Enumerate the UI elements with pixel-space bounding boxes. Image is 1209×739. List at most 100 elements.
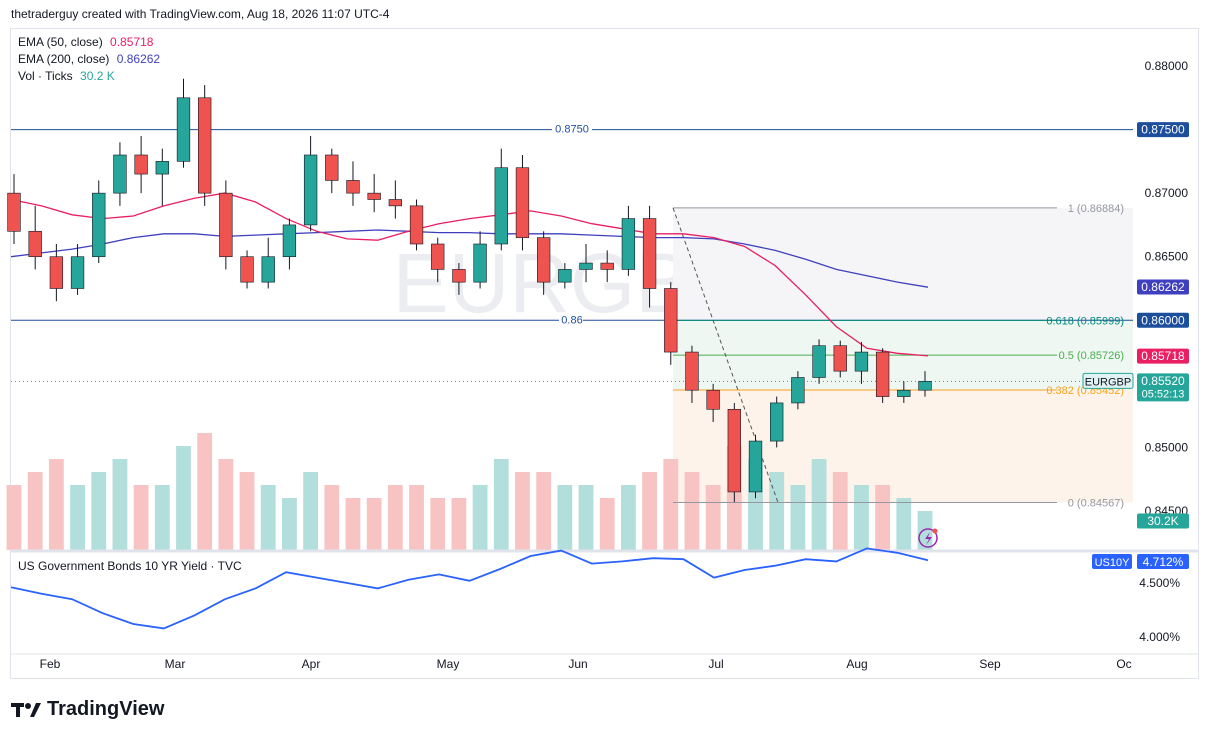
candle-body: [452, 269, 466, 283]
candle-body: [791, 377, 805, 404]
price-tag-countdown: 05:52:13: [1142, 388, 1185, 400]
price-axis-tick: 0.85000: [1145, 440, 1189, 454]
time-axis-tick: May: [437, 657, 460, 671]
candle-body: [219, 192, 233, 258]
volume-bar: [176, 446, 191, 550]
volume-bar: [324, 485, 340, 550]
price-axis-tick: 0.87000: [1145, 186, 1189, 200]
time-axis-tick: Aug: [846, 657, 867, 671]
time-axis-tick: Mar: [165, 657, 186, 671]
candle-body: [176, 97, 191, 162]
volume-bar: [260, 485, 276, 550]
sub-symbol-label: US10Y: [1095, 557, 1131, 569]
tradingview-wordmark: TradingView: [47, 698, 165, 720]
time-axis-tick: Sep: [979, 657, 1001, 671]
price-tag-label: 0.86262: [1141, 280, 1185, 294]
volume-bar: [917, 511, 933, 550]
price-tag-label: 0.85520: [1141, 374, 1185, 388]
lightning-bolt-icon: [925, 532, 932, 545]
fib-level-label: 0.5 (0.85726): [1059, 350, 1124, 362]
price-tag-last: [1137, 373, 1189, 402]
volume-bar: [48, 459, 64, 550]
candle-body: [388, 199, 403, 207]
hline-label: 0.86: [561, 314, 582, 326]
candle-body: [198, 97, 212, 194]
candle-body: [833, 345, 847, 372]
chart-frame: [10, 28, 1199, 679]
sub-value-tag: [1137, 554, 1189, 569]
us10y-line: [10, 547, 929, 630]
price-tag-label: 30.2K: [1147, 514, 1178, 528]
volume-bar: [366, 498, 382, 550]
legend-ema50[interactable]: EMA (50, close) 0.85718: [18, 35, 153, 49]
candle-body: [240, 256, 254, 283]
candle-body: [706, 389, 720, 410]
volume-bar: [282, 498, 297, 550]
candle-body: [409, 205, 424, 245]
fib-zone-3: [673, 389, 1133, 503]
volume-bar: [430, 498, 446, 550]
volume-bar: [387, 485, 403, 550]
price-axis-tick: 0.86500: [1145, 250, 1189, 264]
legend-volume[interactable]: Vol · Ticks 30.2 K: [18, 69, 115, 83]
time-axis-tick: Apr: [302, 657, 321, 671]
volume-bar: [705, 485, 721, 550]
volume-bar: [642, 472, 657, 550]
candle-body: [494, 167, 508, 245]
price-tag-ema200: [1137, 279, 1189, 295]
volume-bar: [663, 459, 679, 550]
symbol-tag: [1082, 372, 1134, 389]
time-axis-tick: Feb: [40, 657, 61, 671]
candle-body: [303, 154, 318, 226]
candle-body: [770, 402, 784, 442]
volume-bar: [536, 472, 552, 550]
candle-body: [812, 345, 826, 378]
price-tag-hline: [1137, 312, 1189, 328]
volume-bar: [811, 459, 827, 550]
candle-body: [727, 408, 741, 493]
fib-level-label: 1 (0.86884): [1068, 203, 1124, 215]
hline-label-bg: [559, 312, 583, 325]
fib-level-label: 0 (0.84567): [1068, 497, 1124, 509]
candle-body: [897, 389, 911, 397]
volume-bar: [832, 472, 848, 550]
symbol-tag-label: EURGBP: [1085, 376, 1131, 388]
lightning-icon: [918, 528, 938, 548]
legend-volume-label: Vol · Ticks: [18, 69, 73, 83]
chart-canvas[interactable]: EURGBP 0.8750 0.86 1 (0.86884) 0.618 (0.8599…: [0, 0, 1209, 690]
candle-body: [685, 351, 699, 391]
candle-body: [664, 288, 678, 353]
chart-attribution: thetraderguy created with TradingView.co…: [11, 7, 390, 21]
price-axis-tick: 0.88000: [1145, 59, 1189, 73]
candle-body: [70, 256, 85, 289]
price-tag-label: 0.86000: [1141, 313, 1185, 327]
legend-ema50-value: 0.85718: [110, 35, 154, 49]
tradingview-logo[interactable]: TradingView: [11, 698, 164, 721]
volume-bar: [875, 485, 891, 550]
candle-body: [261, 256, 275, 283]
hline-label-bg: [552, 121, 592, 134]
candle-body: [642, 218, 657, 289]
volume-bar: [557, 485, 573, 550]
candle-body: [113, 154, 127, 194]
hline-label: 0.8750: [555, 124, 589, 136]
candle-body: [536, 237, 551, 283]
volume-bar: [451, 498, 467, 550]
candle-body: [282, 224, 297, 258]
volume-bar: [515, 472, 530, 550]
volume-bar: [91, 472, 107, 550]
legend-volume-value: 30.2 K: [80, 69, 115, 83]
candle-body: [325, 154, 339, 181]
price-tag-ema50: [1137, 348, 1189, 364]
price-tag-label: 0.85718: [1141, 349, 1185, 363]
volume-bar: [345, 498, 361, 550]
volume-bar: [218, 459, 234, 550]
tradingview-mark-icon: [11, 702, 41, 717]
legend-ema200[interactable]: EMA (200, close) 0.86262: [18, 52, 160, 66]
volume-bar: [409, 485, 424, 550]
volume-bar: [493, 459, 509, 550]
candle-body: [28, 230, 42, 258]
candle-body: [621, 218, 636, 270]
sub-value-label: 4.712%: [1143, 555, 1184, 569]
volume-bar: [599, 498, 615, 550]
